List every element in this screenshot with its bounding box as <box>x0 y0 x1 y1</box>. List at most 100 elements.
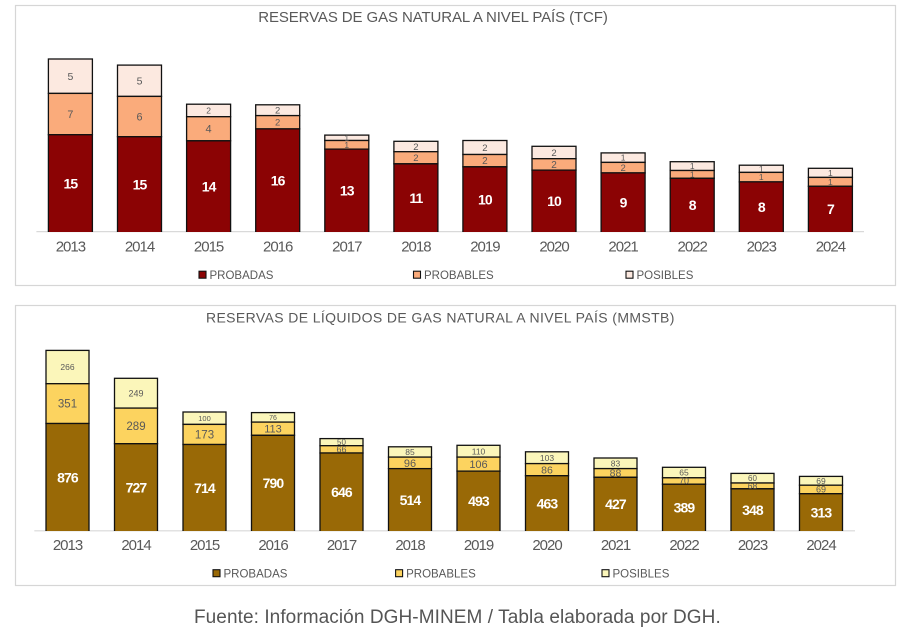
svg-text:85: 85 <box>405 447 415 457</box>
svg-text:2013: 2013 <box>56 239 86 256</box>
svg-text:2: 2 <box>482 156 488 167</box>
svg-text:2016: 2016 <box>258 537 288 554</box>
svg-text:86: 86 <box>541 464 553 476</box>
svg-text:2: 2 <box>275 118 280 129</box>
svg-text:173: 173 <box>195 430 214 442</box>
svg-text:1: 1 <box>828 177 833 187</box>
svg-text:2023: 2023 <box>738 537 768 554</box>
svg-text:2014: 2014 <box>125 239 155 256</box>
svg-text:76: 76 <box>269 415 277 422</box>
svg-text:100: 100 <box>198 414 211 423</box>
svg-text:7: 7 <box>827 201 835 217</box>
svg-text:2013: 2013 <box>53 537 83 554</box>
svg-text:2015: 2015 <box>190 537 220 554</box>
svg-text:2017: 2017 <box>332 239 362 256</box>
svg-text:2020: 2020 <box>539 239 569 256</box>
svg-text:RESERVAS DE LÍQUIDOS DE GAS NA: RESERVAS DE LÍQUIDOS DE GAS NATURAL A NI… <box>206 309 675 325</box>
svg-text:5: 5 <box>137 76 143 88</box>
svg-text:69: 69 <box>816 485 826 495</box>
svg-text:790: 790 <box>263 475 285 491</box>
svg-text:2019: 2019 <box>470 239 500 256</box>
svg-text:60: 60 <box>748 474 757 483</box>
svg-text:83: 83 <box>611 458 621 468</box>
svg-text:15: 15 <box>64 175 79 191</box>
svg-text:348: 348 <box>742 502 764 518</box>
svg-text:289: 289 <box>126 421 145 433</box>
svg-text:8: 8 <box>689 197 697 213</box>
svg-text:RESERVAS DE GAS NATURAL A NIVE: RESERVAS DE GAS NATURAL A NIVEL PAÍS (TC… <box>258 9 608 26</box>
svg-text:Fuente: Información DGH-MINEM: Fuente: Información DGH-MINEM / Tabla el… <box>194 607 721 628</box>
svg-text:2022: 2022 <box>669 537 699 554</box>
svg-text:514: 514 <box>400 492 422 508</box>
svg-text:69: 69 <box>816 476 826 486</box>
svg-text:1: 1 <box>621 153 626 163</box>
svg-text:2022: 2022 <box>678 239 708 256</box>
svg-text:4: 4 <box>206 124 212 136</box>
svg-text:70: 70 <box>679 476 689 486</box>
svg-text:2: 2 <box>413 153 418 164</box>
svg-text:106: 106 <box>469 459 487 471</box>
svg-text:2024: 2024 <box>816 239 846 256</box>
svg-text:96: 96 <box>404 458 416 470</box>
svg-text:493: 493 <box>468 493 490 509</box>
svg-text:9: 9 <box>620 195 628 211</box>
svg-text:2: 2 <box>206 106 211 116</box>
svg-text:2015: 2015 <box>194 239 224 256</box>
svg-text:351: 351 <box>58 399 77 411</box>
svg-text:1: 1 <box>759 164 764 174</box>
svg-text:266: 266 <box>60 362 74 372</box>
svg-text:727: 727 <box>126 479 148 495</box>
svg-text:11: 11 <box>409 190 423 206</box>
svg-text:113: 113 <box>264 424 282 436</box>
svg-text:427: 427 <box>605 496 627 512</box>
svg-text:2023: 2023 <box>747 239 777 256</box>
svg-text:65: 65 <box>679 468 689 478</box>
svg-text:10: 10 <box>547 193 562 209</box>
svg-text:1: 1 <box>344 133 349 143</box>
svg-text:50: 50 <box>337 438 346 447</box>
svg-text:2014: 2014 <box>121 537 151 554</box>
svg-text:88: 88 <box>610 468 622 480</box>
svg-text:2: 2 <box>413 142 418 153</box>
svg-text:16: 16 <box>271 173 286 189</box>
svg-text:7: 7 <box>67 109 73 121</box>
svg-text:2020: 2020 <box>532 537 562 554</box>
svg-text:313: 313 <box>811 504 833 520</box>
svg-text:68: 68 <box>748 481 758 491</box>
svg-text:2018: 2018 <box>401 239 431 256</box>
svg-text:110: 110 <box>472 446 486 456</box>
svg-text:714: 714 <box>194 480 216 496</box>
svg-text:13: 13 <box>340 183 355 199</box>
svg-text:2024: 2024 <box>806 537 836 554</box>
svg-text:1: 1 <box>344 140 349 150</box>
svg-text:66: 66 <box>336 445 346 455</box>
svg-text:POSIBLES: POSIBLES <box>637 270 694 282</box>
svg-text:2: 2 <box>551 148 556 159</box>
svg-text:2: 2 <box>275 106 280 117</box>
svg-text:2019: 2019 <box>464 537 494 554</box>
svg-text:2016: 2016 <box>263 239 293 256</box>
svg-text:2021: 2021 <box>601 537 631 554</box>
svg-text:POSIBLES: POSIBLES <box>613 568 670 580</box>
svg-text:PROBADAS: PROBADAS <box>224 568 288 580</box>
svg-text:2: 2 <box>620 163 625 174</box>
svg-text:5: 5 <box>67 71 73 83</box>
svg-text:2: 2 <box>551 160 557 171</box>
svg-text:6: 6 <box>136 111 142 123</box>
svg-text:1: 1 <box>828 168 833 178</box>
svg-text:14: 14 <box>202 178 217 194</box>
svg-text:2021: 2021 <box>608 239 638 256</box>
svg-text:2018: 2018 <box>395 537 425 554</box>
svg-text:15: 15 <box>133 176 148 192</box>
svg-text:646: 646 <box>331 484 353 500</box>
svg-text:10: 10 <box>478 191 493 207</box>
svg-text:1: 1 <box>690 170 695 180</box>
svg-text:389: 389 <box>674 500 696 516</box>
svg-text:463: 463 <box>537 495 559 511</box>
svg-text:1: 1 <box>690 161 695 171</box>
svg-text:2017: 2017 <box>327 537 357 554</box>
svg-text:1: 1 <box>759 172 764 182</box>
svg-text:249: 249 <box>128 388 143 398</box>
svg-text:8: 8 <box>758 199 766 215</box>
svg-text:103: 103 <box>540 453 554 463</box>
